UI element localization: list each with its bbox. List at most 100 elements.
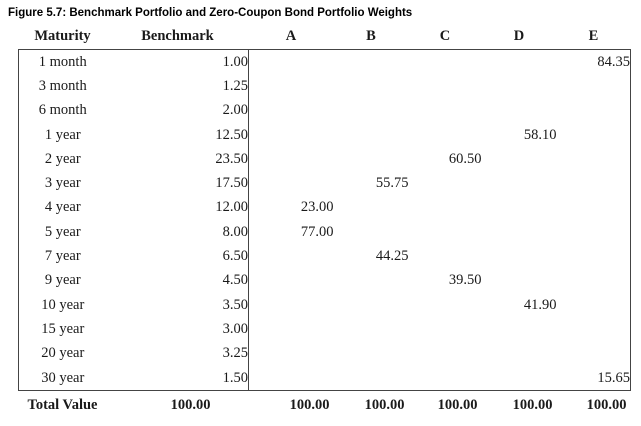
weight-cell: [409, 293, 482, 317]
weight-cell: 39.50: [448, 272, 482, 289]
weight-cell: [481, 49, 557, 75]
weight-cell: [249, 244, 334, 268]
maturity-cell: 3 month: [18, 74, 107, 99]
total-row: Total Value 100.00 100.00 100.00 100.00 …: [19, 391, 631, 421]
weight-cell: [482, 317, 557, 341]
weight-cell: 58.10: [523, 126, 557, 143]
weight-cell: [334, 269, 409, 293]
column-header-benchmark: Benchmark: [141, 27, 214, 44]
weight-cell: [249, 147, 334, 171]
weight-cell: [556, 171, 631, 196]
weight-cell: 15.65: [556, 365, 631, 392]
column-header-d: D: [513, 27, 525, 44]
table-row: 6 month 2.00: [18, 98, 631, 123]
maturity-cell: 1 month: [18, 49, 107, 75]
weight-cell: 1.50: [106, 365, 249, 392]
weight-cell: [409, 342, 482, 366]
weight-cell: [409, 171, 482, 195]
weight-cell: [556, 244, 631, 269]
weight-cell: 41.90: [523, 296, 557, 313]
table-row: 10 year 3.50 41.90: [18, 292, 631, 318]
weight-cell: [556, 122, 631, 148]
weight-cell: [556, 341, 631, 366]
total-value-c: 100.00: [437, 397, 478, 414]
maturity-cell: 15 year: [18, 317, 107, 342]
table-row: 7 year 6.50 44.25: [18, 244, 631, 269]
weight-cell: 3.00: [106, 317, 249, 342]
weight-cell: [334, 147, 409, 171]
maturity-cell: 5 year: [18, 220, 107, 245]
weight-cell: 1.00: [106, 49, 249, 75]
maturity-cell: 7 year: [18, 244, 107, 269]
maturity-cell: 3 year: [18, 171, 107, 196]
weight-cell: 1.25: [106, 74, 249, 99]
weight-cell: [556, 147, 631, 172]
weight-cell: [408, 49, 482, 75]
maturity-cell: 6 month: [18, 98, 107, 123]
weight-cell: [409, 220, 482, 244]
weight-cell: 55.75: [375, 175, 409, 192]
maturity-cell: 20 year: [18, 341, 107, 366]
maturity-cell: 30 year: [18, 365, 107, 392]
table-row: 4 year 12.00 23.00: [18, 195, 631, 221]
maturity-cell: 10 year: [18, 292, 107, 318]
weight-cell: [482, 147, 557, 171]
total-value-benchmark: 100.00: [170, 397, 211, 414]
weight-cell: [334, 99, 409, 123]
weight-cell: [334, 317, 409, 341]
maturity-cell: 4 year: [18, 195, 107, 221]
weight-cell: 2.00: [106, 98, 249, 123]
total-value-b: 100.00: [364, 397, 405, 414]
weight-cell: 3.50: [106, 292, 249, 318]
weight-cell: [334, 74, 409, 98]
table-row: 9 year 4.50 39.50: [18, 268, 631, 293]
weight-cell: 12.00: [106, 195, 249, 221]
weights-table: Maturity Benchmark A B C D E 1 month 1.00…: [18, 23, 631, 420]
weight-cell: [556, 317, 631, 342]
header-row: Maturity Benchmark A B C D E: [19, 23, 631, 50]
weight-cell: [481, 365, 557, 392]
weight-cell: [409, 244, 482, 268]
weight-cell: 17.50: [106, 171, 249, 196]
weight-cell: [556, 220, 631, 245]
maturity-cell: 2 year: [18, 147, 107, 172]
weight-cell: [409, 99, 482, 123]
weight-cell: [249, 342, 334, 366]
total-value-a: 100.00: [289, 397, 330, 414]
total-value-d: 100.00: [512, 397, 553, 414]
weight-cell: 77.00: [300, 223, 334, 240]
weight-cell: [556, 268, 631, 293]
maturity-cell: 1 year: [18, 122, 107, 148]
total-row-label: Total Value: [27, 397, 98, 414]
table-row: 20 year 3.25: [18, 341, 631, 366]
weight-cell: [482, 171, 557, 195]
table-row: 2 year 23.50 60.50: [18, 147, 631, 172]
weight-cell: [409, 74, 482, 98]
weight-cell: [334, 293, 409, 317]
table-row: 1 year 12.50 58.10: [18, 122, 631, 148]
table-row: 3 year 17.50 55.75: [18, 171, 631, 196]
weight-cell: [482, 196, 557, 220]
weight-cell: [334, 220, 409, 244]
column-header-e: E: [588, 27, 599, 44]
weight-cell: [556, 98, 631, 123]
weight-cell: [334, 342, 409, 366]
weight-cell: 8.00: [106, 220, 249, 245]
weight-cell: [409, 317, 482, 341]
weight-cell: [556, 292, 631, 318]
table-row: 15 year 3.00: [18, 317, 631, 342]
weight-cell: 4.50: [106, 268, 249, 293]
weight-cell: [249, 317, 334, 341]
weight-cell: [333, 365, 409, 392]
weight-cell: [556, 195, 631, 221]
weight-cell: [249, 171, 334, 195]
weight-cell: [482, 74, 557, 98]
weight-cell: [482, 244, 557, 268]
weight-cell: [556, 74, 631, 99]
weight-cell: 44.25: [375, 248, 409, 265]
column-header-a: A: [285, 27, 297, 44]
column-header-b: B: [366, 27, 376, 44]
weight-cell: 6.50: [106, 244, 249, 269]
figure-title: Figure 5.7: Benchmark Portfolio and Zero…: [8, 7, 413, 19]
